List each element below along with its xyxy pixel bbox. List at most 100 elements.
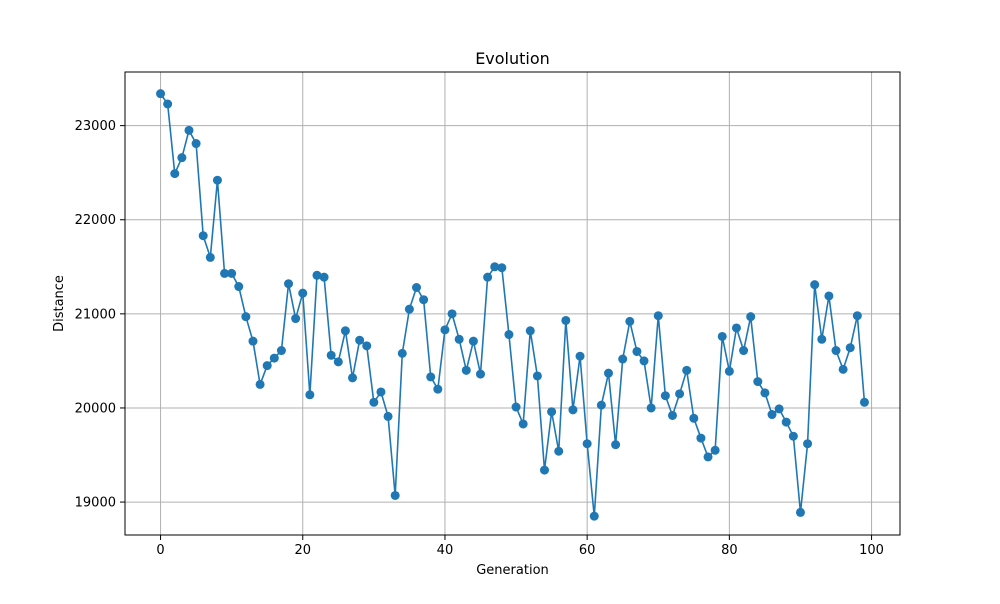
data-point [582,439,592,449]
x-tick-label: 20 [294,543,311,558]
data-point [497,263,507,273]
data-point [540,465,549,475]
x-tick-label: 40 [437,543,454,558]
data-point [803,439,813,449]
y-tick-label: 21000 [75,307,116,322]
data-point [419,295,429,305]
data-point [518,419,528,429]
data-series [156,89,869,521]
chart-title: Evolution [475,49,550,68]
data-point [454,334,464,344]
data-point [305,390,315,400]
data-point [397,348,407,358]
y-tick-label: 22000 [75,213,116,228]
data-point [646,403,656,413]
data-point [675,389,685,399]
y-tick-label: 23000 [75,119,116,134]
data-point [859,397,869,407]
data-point [795,507,805,517]
data-point [490,262,500,272]
data-point [682,365,692,375]
y-axis-label: Distance [52,275,67,332]
data-point [483,272,493,282]
data-point [852,311,862,321]
data-point [276,346,286,356]
data-point [284,279,294,289]
plot-frame [124,71,901,536]
data-point [476,369,485,379]
y-tick-label: 19000 [75,496,116,511]
data-point [817,334,827,344]
data-point [525,326,535,336]
data-point [788,431,798,441]
data-point [447,309,457,319]
data-point [170,169,180,179]
data-point [468,336,478,346]
data-point [667,410,677,420]
data-point [639,356,649,366]
data-point [568,405,578,415]
data-point [269,353,279,363]
data-point [262,361,272,371]
data-point [838,364,848,374]
data-point [340,326,350,336]
data-point [575,351,585,361]
data-point [760,388,770,398]
data-point [184,125,194,135]
x-tick-label: 80 [721,543,738,558]
data-point [191,139,201,149]
data-point [511,402,521,412]
data-point [696,433,706,443]
data-point [362,341,372,351]
data-point [355,335,365,345]
data-point [717,331,727,341]
data-point [547,407,557,417]
data-point [220,268,230,278]
data-point [561,315,571,325]
x-axis-label: Generation [476,563,549,578]
data-point [589,511,599,521]
data-point [198,231,208,241]
data-point [625,316,635,326]
data-point [653,311,663,321]
data-point [440,325,450,335]
data-point [774,404,784,414]
data-point [746,312,756,322]
data-point [319,272,329,282]
x-tick-label: 100 [859,543,884,558]
data-point [163,99,173,109]
data-point [781,417,791,427]
data-point [404,304,414,314]
data-point [248,336,258,346]
grid-lines [125,72,900,535]
data-point [369,397,379,407]
data-point [212,175,222,185]
data-point [710,445,720,455]
data-point [376,387,386,397]
data-point [660,391,670,401]
data-point [753,377,763,387]
data-point [739,346,749,356]
data-point [326,350,336,360]
data-point [703,452,713,462]
data-point [241,312,251,322]
y-tick-label: 20000 [75,401,116,416]
x-tick-label: 0 [156,543,164,558]
data-point [845,343,855,353]
data-point [205,252,215,262]
data-point [532,371,542,381]
data-point [333,357,343,367]
data-point [810,280,820,290]
data-point [461,365,471,375]
data-point [824,291,834,301]
data-point [177,153,187,163]
data-point [156,89,166,99]
data-point [255,379,265,389]
data-point [632,346,642,356]
data-point [234,282,244,292]
data-point [731,323,741,333]
data-point [618,354,628,364]
data-point [504,330,514,340]
x-axis-ticks: 0 20 40 60 80 100 [156,535,884,558]
